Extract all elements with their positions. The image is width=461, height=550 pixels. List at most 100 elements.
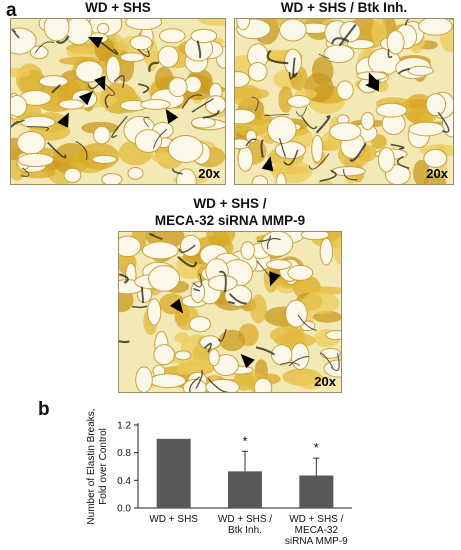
elastin-fiber (260, 139, 264, 158)
elastin-fiber (297, 314, 317, 331)
alveolar-space (207, 275, 238, 292)
elastin-fiber (34, 41, 55, 54)
alveolar-space (20, 115, 56, 129)
arrowhead-icon (269, 271, 281, 287)
alveolar-space (29, 45, 49, 60)
alveolar-space (267, 115, 297, 144)
tissue-patch (218, 329, 246, 352)
elastin-fiber (202, 110, 220, 119)
significance-marker: * (242, 433, 247, 448)
lung-tissue-texture (11, 19, 225, 184)
bar (299, 475, 334, 508)
alveolar-space (190, 281, 206, 303)
elastin-fiber (26, 126, 49, 132)
alveolar-space (253, 377, 273, 392)
magnification-label: 20x (426, 166, 448, 181)
alveolar-space (300, 232, 330, 241)
elastin-fiber (55, 35, 70, 44)
tissue-patch (50, 154, 90, 163)
elastin-fiber (104, 93, 110, 109)
image-1-title: WD + SHS (85, 0, 151, 15)
elastin-fiber (319, 352, 334, 368)
alveolar-space (158, 28, 186, 44)
alveolar-space (134, 129, 163, 153)
elastin-fiber (228, 292, 247, 305)
alveolar-space (319, 237, 334, 266)
alveolar-space (287, 94, 311, 108)
alveolar-space (423, 149, 448, 169)
tissue-patch (212, 232, 230, 247)
tissue-patch (11, 67, 32, 78)
elastin-fiber (404, 19, 409, 26)
alveolar-space (377, 146, 396, 173)
tissue-patch (176, 359, 216, 373)
y-tick-label: 0.8 (117, 448, 131, 459)
alveolar-space (224, 284, 253, 307)
elastin-fiber (387, 49, 393, 59)
alveolar-space (17, 153, 54, 168)
alveolar-space (336, 80, 354, 100)
alveolar-space (43, 19, 70, 42)
elastin-fiber (266, 237, 281, 249)
elastin-fiber (137, 48, 150, 58)
y-tick-label: 1.2 (117, 421, 131, 432)
elastin-fiber (178, 244, 196, 253)
tissue-patch (197, 19, 225, 26)
alveolar-space (190, 28, 218, 44)
elastin-fiber (295, 106, 307, 117)
elastin-fiber (192, 273, 202, 288)
elastin-fiber (172, 168, 183, 175)
alveolar-space (425, 93, 447, 117)
elastin-fiber (189, 376, 201, 392)
alveolar-space (119, 52, 145, 63)
elastin-fiber (196, 40, 202, 59)
alveolar-space (11, 27, 37, 55)
elastin-fiber (104, 84, 115, 96)
magnification-label: 20x (198, 166, 220, 181)
arrowhead-icon (78, 91, 94, 106)
elastin-fiber (390, 143, 405, 150)
elastin-fiber (75, 140, 88, 161)
alveolar-space (119, 235, 142, 258)
alveolar-space (176, 168, 197, 184)
elastin-fiber (319, 169, 337, 182)
alveolar-space (407, 65, 434, 76)
elastin-fiber (227, 300, 236, 305)
alveolar-space (167, 135, 204, 163)
elastin-fiber (349, 142, 367, 162)
alveolar-space (58, 99, 85, 110)
elastin-fiber (20, 167, 30, 177)
elastin-fiber (245, 138, 257, 147)
elastin-fiber (343, 168, 358, 181)
elastin-fiber (111, 115, 128, 139)
alveolar-space (141, 241, 179, 260)
elastin-fiber (396, 156, 410, 169)
alveolar-space (63, 167, 82, 184)
elastin-fiber (437, 111, 450, 133)
alveolar-space (205, 378, 240, 392)
elastin-fiber (279, 362, 301, 367)
image-3-title-line2: MECA-32 siRNA MMP-9 (154, 213, 306, 228)
elastin-fiber (251, 96, 259, 112)
elastin-fiber (148, 233, 163, 240)
x-category-label: WD + SHS / MECA-32 siRNA MMP-9 (285, 514, 348, 547)
alveolar-space (270, 344, 293, 366)
alveolar-space (329, 122, 362, 142)
tissue-patch (235, 84, 262, 107)
x-category-label: WD + SHS (149, 514, 198, 525)
arrowhead-icon (94, 75, 106, 91)
alveolar-space (287, 264, 314, 281)
significance-marker: * (314, 440, 319, 455)
elastin-fiber (195, 369, 204, 389)
tissue-patch (371, 19, 387, 46)
arrowhead-icon (87, 36, 104, 49)
alveolar-space (91, 154, 117, 164)
alveolar-space (375, 102, 408, 118)
tissue-patch (412, 159, 430, 184)
alveolar-space (101, 172, 123, 184)
elastin-fiber (330, 353, 340, 371)
elastin-fiber (283, 149, 299, 166)
elastin-fiber (257, 235, 272, 242)
bar (228, 471, 262, 508)
